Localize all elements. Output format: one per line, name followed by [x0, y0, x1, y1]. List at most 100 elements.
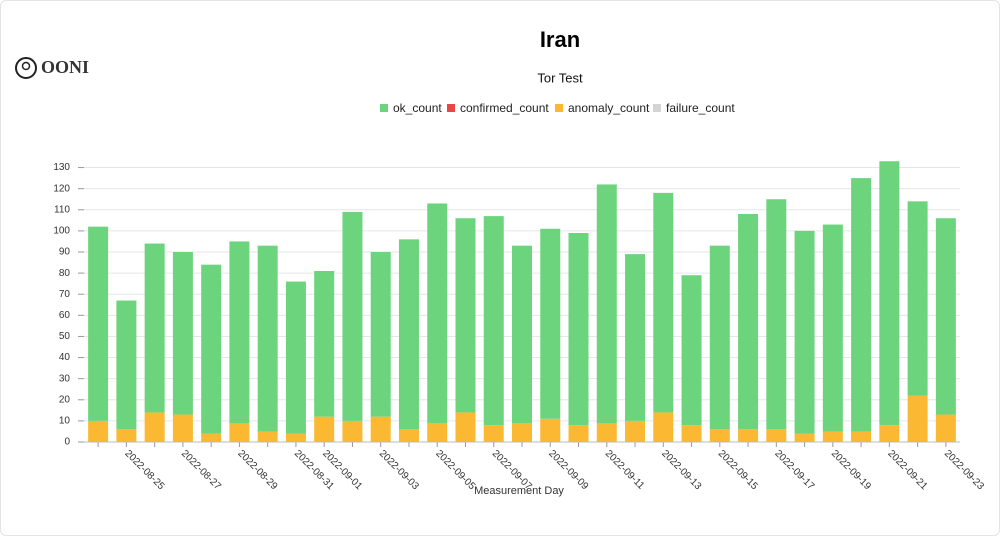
- bar: [483, 425, 504, 442]
- x-tick-label: 2022-08-25: [122, 448, 166, 492]
- x-tick-label: 2022-09-23: [942, 448, 986, 492]
- bar: [144, 243, 165, 413]
- bar: [822, 224, 843, 432]
- bar: [794, 433, 815, 442]
- y-tick-label: 60: [59, 310, 71, 321]
- bar: [455, 412, 476, 442]
- legend-swatch: [653, 104, 661, 112]
- bar: [427, 423, 448, 442]
- bar: [681, 275, 702, 426]
- bar: [625, 254, 646, 421]
- bar: [483, 216, 504, 426]
- logo-text: OONI: [41, 57, 89, 77]
- bar: [144, 412, 165, 442]
- bar: [935, 218, 956, 415]
- y-tick-label: 90: [59, 247, 71, 258]
- legend-label: confirmed_count: [460, 101, 549, 115]
- chart-title: Iran: [540, 27, 580, 52]
- bar: [794, 230, 815, 434]
- bar: [568, 425, 589, 442]
- bar: [257, 431, 278, 442]
- bar: [370, 252, 391, 417]
- bar: [879, 161, 900, 426]
- bar: [512, 423, 532, 442]
- bar: [766, 199, 787, 430]
- bar: [653, 412, 674, 442]
- bar: [172, 414, 193, 442]
- bar: [398, 429, 419, 442]
- bar: [229, 423, 250, 442]
- bar: [822, 431, 843, 442]
- bar: [201, 433, 222, 442]
- bar: [851, 431, 872, 442]
- bar: [596, 423, 617, 442]
- bar: [314, 416, 335, 442]
- bar: [285, 433, 306, 442]
- bar: [229, 241, 250, 423]
- bar: [314, 271, 335, 417]
- bar: [512, 245, 532, 423]
- x-tick-label: 2022-09-21: [885, 448, 929, 492]
- x-tick-label: 2022-09-19: [829, 448, 873, 492]
- bar: [342, 211, 363, 421]
- x-tick-label: 2022-09-03: [377, 448, 421, 492]
- bar: [653, 192, 674, 413]
- y-tick-label: 10: [59, 416, 71, 427]
- bar: [540, 418, 561, 442]
- bar: [766, 429, 787, 442]
- y-tick-label: 110: [54, 204, 70, 215]
- logo: OONI: [15, 57, 89, 79]
- x-tick-label: 2022-08-27: [179, 448, 223, 492]
- bar: [879, 425, 900, 442]
- y-tick-label: 50: [59, 331, 71, 342]
- x-tick-label: 2022-09-15: [716, 448, 760, 492]
- bar: [568, 233, 589, 426]
- bar: [116, 300, 137, 430]
- x-tick-label: 2022-09-11: [603, 448, 647, 492]
- x-tick-label: 2022-09-17: [772, 448, 816, 492]
- bar: [935, 414, 956, 442]
- y-tick-label: 130: [53, 162, 70, 173]
- bar: [738, 214, 759, 430]
- legend-swatch: [447, 104, 455, 112]
- legend-label: ok_count: [393, 101, 442, 115]
- y-tick-label: 0: [64, 437, 70, 448]
- bar: [540, 228, 561, 419]
- legend-label: failure_count: [666, 101, 735, 115]
- bar: [596, 184, 617, 423]
- bar: [285, 281, 306, 434]
- bar: [851, 178, 872, 432]
- bar: [342, 420, 363, 442]
- y-tick-label: 40: [59, 352, 71, 363]
- y-tick-label: 30: [59, 373, 71, 384]
- bar: [709, 245, 730, 430]
- bar: [370, 416, 391, 442]
- bar: [625, 420, 646, 442]
- x-tick-label: 2022-09-13: [659, 448, 703, 492]
- bar: [709, 429, 730, 442]
- y-tick-label: 120: [53, 183, 70, 194]
- bar: [172, 252, 193, 415]
- bar: [116, 429, 137, 442]
- x-axis-label: Measurement Day: [474, 485, 564, 497]
- bar: [427, 203, 448, 423]
- bar: [88, 420, 109, 442]
- y-tick-label: 70: [59, 289, 71, 300]
- legend-label: anomaly_count: [568, 101, 650, 115]
- bar: [738, 429, 759, 442]
- legend-swatch: [555, 104, 563, 112]
- logo-icon: [21, 61, 31, 71]
- chart-subtitle: Tor Test: [537, 70, 583, 85]
- bar: [681, 425, 702, 442]
- logo-icon: [15, 57, 37, 79]
- legend-swatch: [380, 104, 388, 112]
- bar: [88, 226, 109, 421]
- y-tick-label: 20: [59, 394, 71, 405]
- bar: [398, 239, 419, 430]
- x-tick-label: 2022-09-05: [433, 448, 477, 492]
- y-tick-label: 80: [59, 268, 71, 279]
- bar: [201, 264, 222, 434]
- bar: [257, 245, 278, 432]
- bar: [907, 395, 928, 442]
